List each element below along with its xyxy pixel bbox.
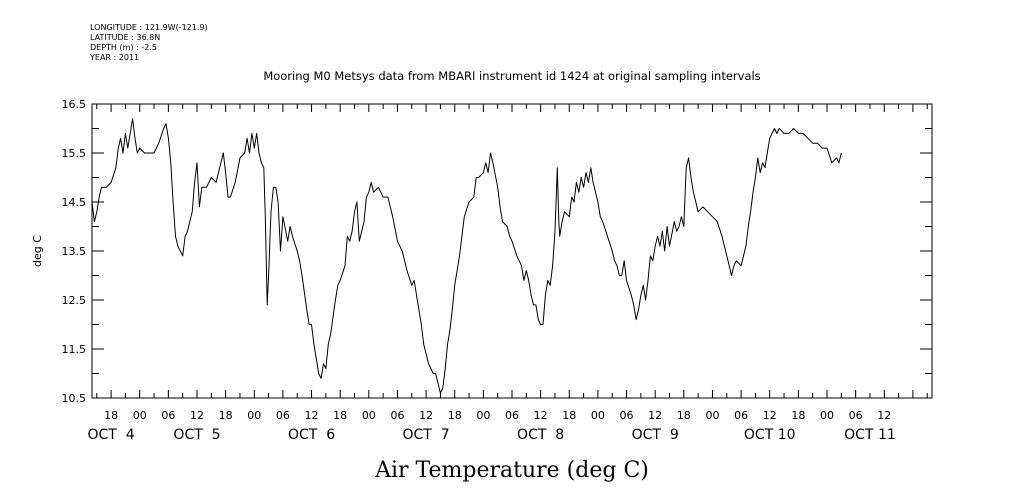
x-tick-label: 12 — [534, 409, 548, 422]
header-latitude: LATITUDE : 36.8N — [90, 33, 160, 42]
y-axis-label: deg C — [31, 235, 44, 267]
x-tick-label: 18 — [219, 409, 233, 422]
x-tick-label: 12 — [305, 409, 319, 422]
x-axis-label: Air Temperature (deg C) — [374, 458, 649, 483]
x-tick-label: 00 — [476, 409, 490, 422]
x-tick-label: 18 — [333, 409, 347, 422]
y-tick-label: 16.5 — [62, 98, 87, 111]
x-tick-label: 00 — [820, 409, 834, 422]
y-tick-label: 14.5 — [62, 196, 87, 209]
x-tick-label: 00 — [591, 409, 605, 422]
y-axis: 10.5 11.5 12.5 13.5 14.5 15.5 16.5 — [62, 98, 932, 405]
header-longitude: LONGITUDE : 121.9W(-121.9) — [90, 23, 208, 32]
x-day-label: OCT 7 — [403, 427, 450, 443]
x-tick-label: 06 — [505, 409, 519, 422]
x-tick-label: 00 — [362, 409, 376, 422]
x-day-label: OCT 11 — [844, 427, 896, 443]
x-tick-label: 06 — [390, 409, 404, 422]
series-line — [91, 118, 842, 394]
x-tick-label: 06 — [161, 409, 175, 422]
x-tick-label: 06 — [734, 409, 748, 422]
x-tick-label: 06 — [276, 409, 290, 422]
chart-title: Mooring M0 Metsys data from MBARI instru… — [263, 69, 760, 83]
x-tick-label: 06 — [620, 409, 634, 422]
x-tick-label: 12 — [877, 409, 891, 422]
x-tick-label: 18 — [104, 409, 118, 422]
x-day-label: OCT 4 — [88, 427, 135, 443]
plot-frame — [91, 103, 933, 399]
y-tick-label: 15.5 — [62, 147, 87, 160]
x-tick-label: 12 — [763, 409, 777, 422]
x-tick-label: 00 — [133, 409, 147, 422]
x-day-label: OCT 6 — [288, 427, 335, 443]
x-tick-label: 00 — [247, 409, 261, 422]
series-layer — [91, 118, 842, 394]
y-tick-label: 13.5 — [62, 245, 87, 258]
x-tick-label: 00 — [705, 409, 719, 422]
x-day-label: OCT 8 — [517, 427, 564, 443]
x-day-label: OCT 10 — [744, 427, 796, 443]
x-day-label: OCT 9 — [632, 427, 679, 443]
x-tick-label: 18 — [791, 409, 805, 422]
y-tick-label: 11.5 — [62, 343, 87, 356]
y-tick-label: 10.5 — [62, 392, 87, 405]
x-tick-label: 18 — [448, 409, 462, 422]
x-tick-label: 12 — [648, 409, 662, 422]
header-depth: DEPTH (m) : -2.5 — [90, 43, 157, 52]
y-tick-label: 12.5 — [62, 294, 87, 307]
x-tick-label: 06 — [849, 409, 863, 422]
x-day-label: OCT 5 — [173, 427, 220, 443]
header-year: YEAR : 2011 — [89, 53, 139, 62]
x-tick-label: 18 — [562, 409, 576, 422]
x-tick-label: 12 — [190, 409, 204, 422]
x-tick-label: 12 — [419, 409, 433, 422]
x-axis: 18 00 06 12 18 00 06 12 18 00 06 12 18 00 06 12 18 00 06 12… — [88, 104, 928, 443]
x-tick-label: 18 — [677, 409, 691, 422]
